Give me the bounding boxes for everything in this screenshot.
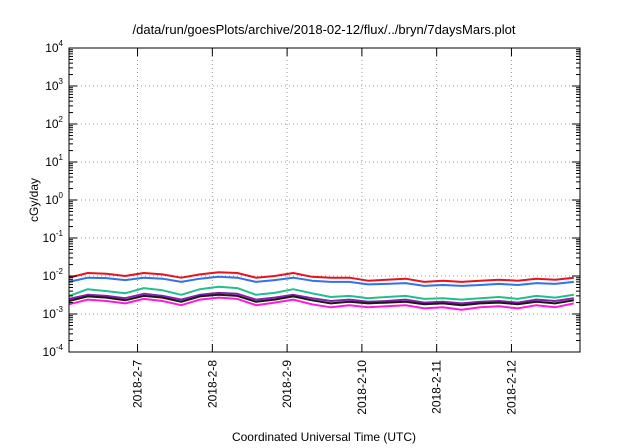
y-axis-label: cGy/day bbox=[27, 178, 41, 222]
series-line-4 bbox=[68, 291, 574, 305]
y-tick-label: 104 bbox=[45, 39, 63, 55]
series-line-6 bbox=[68, 296, 575, 311]
series-line-3 bbox=[68, 285, 574, 301]
axis-ticks: 10-4 10-3 10-2 10-1 100 101 102 103 104 2018-2-7 2… bbox=[43, 39, 580, 415]
y-tick-label: 10-4 bbox=[43, 343, 64, 359]
x-tick-label: 2018-2-10 bbox=[355, 360, 369, 415]
chart-title: /data/run/goesPlots/archive/2018-02-12/f… bbox=[133, 22, 516, 37]
y-tick-label: 103 bbox=[45, 77, 63, 93]
y-tick-label: 10-2 bbox=[43, 267, 64, 283]
y-tick-label: 10-3 bbox=[43, 305, 64, 321]
grid-lines bbox=[69, 48, 580, 352]
x-axis-label: Coordinated Universal Time (UTC) bbox=[232, 430, 416, 444]
y-tick-label: 102 bbox=[45, 115, 63, 131]
y-tick-label: 100 bbox=[45, 191, 63, 207]
x-tick-label: 2018-2-12 bbox=[504, 360, 518, 415]
series-line-2 bbox=[68, 275, 574, 287]
y-tick-label: 101 bbox=[45, 153, 63, 169]
plot-frame bbox=[68, 47, 581, 353]
series-line-1 bbox=[68, 271, 574, 283]
y-tick-label: 10-1 bbox=[43, 229, 64, 245]
x-tick-label: 2018-2-8 bbox=[205, 360, 219, 408]
x-tick-label: 2018-2-9 bbox=[280, 360, 294, 408]
x-tick-label: 2018-2-7 bbox=[131, 360, 145, 408]
data-series bbox=[68, 271, 575, 311]
x-tick-label: 2018-2-11 bbox=[430, 360, 444, 414]
series-line-5 bbox=[68, 293, 574, 307]
